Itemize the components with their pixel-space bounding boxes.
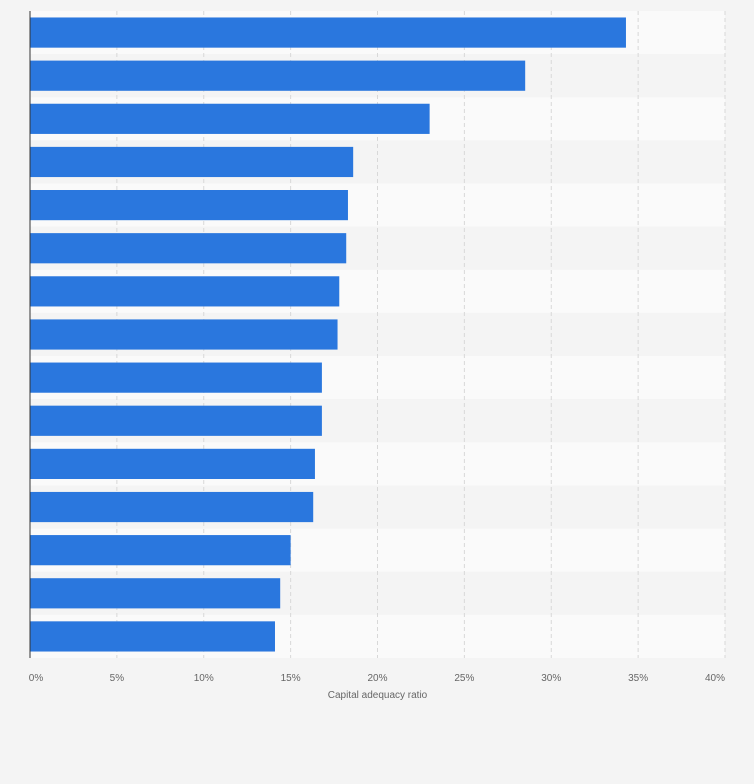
bar: [30, 17, 626, 48]
x-tick-label: 5%: [110, 673, 125, 684]
bar: [30, 491, 314, 523]
x-axis-label: Capital adequacy ratio: [328, 690, 428, 701]
x-tick-label: 10%: [194, 673, 214, 684]
x-tick-label: 25%: [454, 673, 474, 684]
x-tick-label: 40%: [705, 673, 725, 684]
x-tick-label: 15%: [281, 673, 301, 684]
bar: [30, 362, 322, 393]
x-tick-label: 35%: [628, 673, 648, 684]
bar: [30, 578, 281, 609]
bars: [30, 17, 626, 652]
x-tick-label: 30%: [541, 673, 561, 684]
bar: [30, 448, 315, 479]
bar: [30, 190, 348, 221]
bar: [30, 146, 354, 178]
x-tick-label: 0%: [29, 673, 44, 684]
bar: [30, 405, 322, 436]
bar: [30, 103, 430, 134]
x-tick-label: 20%: [367, 673, 387, 684]
bar: [30, 276, 340, 307]
bar: [30, 233, 347, 264]
bar: [30, 535, 291, 566]
bar: [30, 319, 338, 350]
bar: [30, 60, 526, 91]
x-tick-labels: 0% 5% 10% 15% 20% 25% 30% 35% 40%: [29, 673, 725, 684]
bar: [30, 621, 275, 652]
